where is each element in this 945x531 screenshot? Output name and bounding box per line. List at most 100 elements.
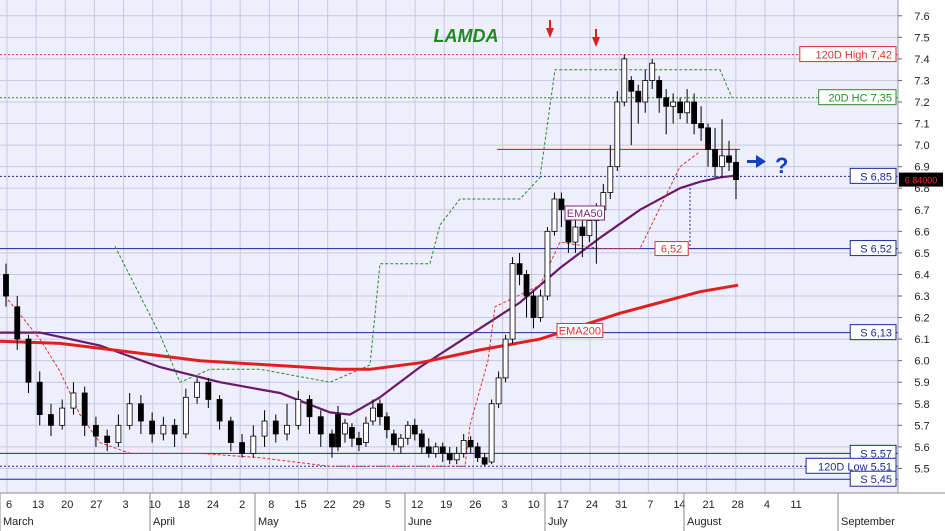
annotation-label: EMA50	[567, 208, 603, 220]
x-tick-label: 22	[324, 499, 336, 511]
x-tick-label: 8	[268, 499, 274, 511]
candle-body	[558, 198, 565, 211]
x-tick-label: 15	[294, 499, 306, 511]
level-label-box	[849, 324, 897, 341]
annotation-box	[556, 322, 604, 338]
annotation-box	[654, 241, 689, 257]
x-tick-label: 10	[149, 499, 161, 511]
y-tick-label: 6.5	[914, 248, 929, 260]
candle-body	[335, 414, 341, 448]
y-tick-label: 6.9	[914, 162, 929, 174]
candle-body	[544, 230, 551, 297]
price-tag-box	[899, 172, 943, 187]
candle-body	[14, 306, 21, 340]
x-tick-label: 18	[178, 499, 190, 511]
y-tick-label: 6.6	[914, 226, 929, 238]
candle-body	[370, 407, 376, 422]
candle-body	[579, 226, 586, 237]
support-resistance-lines: 120D High 7,42 20D HC 7,35 S 6,85 S 6,52 S 6…	[0, 46, 898, 487]
x-tick-label: 26	[469, 499, 481, 511]
candle-body	[194, 381, 201, 398]
x-month-label: July	[548, 516, 568, 528]
x-month-label: May	[258, 516, 279, 528]
candle-body	[115, 424, 122, 443]
x-tick-label: 19	[440, 499, 452, 511]
candle-body	[656, 80, 663, 99]
candle-body	[509, 263, 516, 340]
arrow-right-icon-stem	[747, 160, 757, 163]
y-tick-label: 7.1	[914, 119, 929, 131]
x-month-label: March	[3, 516, 34, 528]
candle-body	[635, 90, 642, 103]
y-tick-label: 6.4	[914, 269, 929, 281]
candle-body	[376, 403, 383, 418]
candle-body	[284, 424, 290, 435]
candle-body	[572, 226, 579, 243]
x-month-label: August	[687, 516, 721, 528]
x-tick-label: 20	[61, 499, 73, 511]
candle-body	[439, 446, 446, 454]
candle-body	[397, 437, 404, 448]
x-month-label: April	[153, 516, 175, 528]
candle-body	[59, 407, 66, 426]
chart-title: LAMDA	[434, 26, 499, 46]
level-label: 20D HC 7,35	[828, 93, 892, 105]
x-tick-label: 24	[207, 499, 219, 511]
x-tick-label: 28	[732, 499, 744, 511]
annotation-label: 6,52	[661, 244, 682, 256]
candle-body	[356, 437, 362, 446]
x-tick-label: 2	[239, 499, 245, 511]
candle-body	[453, 452, 460, 461]
y-axis: 5.5 5.6 5.7 5.8 5.9 6.0 6.1 6.2 6.3 6.4 6.5 6.6 6.7 6…	[897, 0, 943, 493]
series-line-20d-high-trail	[114, 69, 733, 383]
candle-body	[733, 161, 739, 181]
annotation-label: EMA200	[559, 325, 601, 337]
x-tick-label: 17	[557, 499, 569, 511]
arrow-down-icon-stem	[549, 20, 551, 29]
arrow-down-icon	[592, 37, 600, 47]
candle-body	[481, 457, 488, 465]
level-label: S 5,45	[860, 474, 892, 486]
y-tick-label: 5.6	[914, 442, 929, 454]
series-line-ema50	[0, 174, 739, 416]
candle-body	[25, 338, 32, 383]
candle-body	[317, 416, 324, 435]
candle-body	[537, 295, 544, 318]
candle-body	[272, 420, 279, 435]
y-tick-label: 6.0	[914, 356, 929, 368]
candle-body	[250, 435, 257, 454]
level-label: S 6,85	[860, 171, 892, 183]
x-tick-label: 11	[790, 499, 801, 511]
y-tick-label: 5.8	[914, 399, 929, 411]
candle-body	[363, 422, 369, 443]
y-tick-label: 7.0	[914, 140, 929, 152]
candle-body	[149, 420, 156, 435]
level-label-box	[849, 470, 897, 487]
candle-body	[81, 392, 88, 426]
y-tick-label: 7.6	[914, 11, 929, 23]
annotations: EMA50 6,52 EMA200	[556, 205, 689, 338]
candle-body	[642, 80, 649, 103]
y-tick-label: 6.3	[914, 291, 929, 303]
series-line-ema200	[0, 283, 739, 371]
candle-body	[93, 424, 99, 437]
candle-body	[137, 403, 144, 422]
candle-body	[467, 440, 474, 448]
candle-body	[48, 414, 54, 426]
candle-body	[432, 446, 439, 454]
y-tick-label: 5.5	[914, 463, 929, 475]
candle-body	[705, 127, 711, 150]
level-label: S 6,13	[860, 328, 892, 340]
candle-body	[216, 399, 223, 422]
level-label: S 5,57	[860, 448, 892, 460]
x-month-label: September	[841, 516, 895, 528]
candle-body	[502, 338, 509, 379]
y-tick-label: 6.1	[914, 334, 929, 346]
candle-body	[516, 263, 523, 275]
grid-lines	[0, 0, 898, 493]
price-tag-label: 6.84000	[905, 176, 938, 186]
arrow-down-icon	[546, 28, 554, 38]
candlesticks	[3, 54, 739, 467]
candle-body	[663, 97, 670, 107]
